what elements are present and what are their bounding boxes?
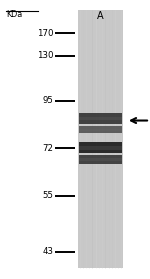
- Bar: [79, 155, 122, 164]
- Text: 72: 72: [42, 144, 53, 153]
- Bar: [78, 10, 123, 268]
- Text: 55: 55: [42, 191, 53, 200]
- Text: 170: 170: [37, 29, 53, 38]
- Bar: [79, 142, 122, 153]
- Bar: [79, 129, 122, 131]
- Bar: [79, 113, 122, 124]
- Text: 95: 95: [42, 97, 53, 105]
- Bar: [79, 146, 122, 150]
- Text: 130: 130: [37, 51, 53, 60]
- Text: 43: 43: [42, 247, 53, 256]
- Bar: [79, 117, 122, 120]
- Bar: [79, 126, 122, 133]
- Text: KDa: KDa: [6, 10, 22, 19]
- Bar: [79, 158, 122, 161]
- Text: A: A: [97, 11, 104, 21]
